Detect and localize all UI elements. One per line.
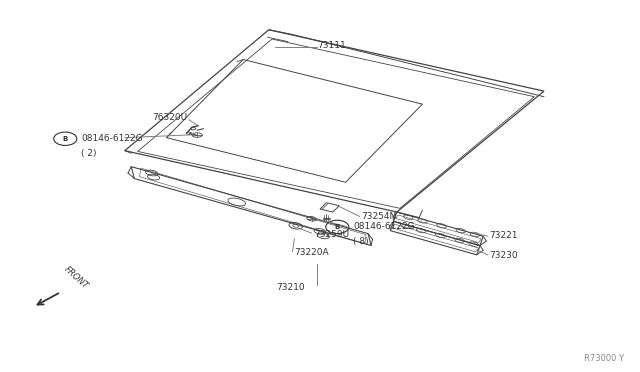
Text: 73210: 73210: [276, 283, 305, 292]
Text: 08146-6122G: 08146-6122G: [353, 222, 415, 231]
Text: 73221: 73221: [490, 231, 518, 240]
Text: 76320U: 76320U: [152, 113, 188, 122]
Text: B: B: [335, 224, 340, 230]
Text: R73000 Y: R73000 Y: [584, 354, 624, 363]
Text: 73259U: 73259U: [314, 230, 349, 239]
Text: 73230: 73230: [490, 251, 518, 260]
Text: 08146-6122G: 08146-6122G: [81, 134, 143, 143]
Text: FRONT: FRONT: [63, 265, 90, 291]
Text: ( 2): ( 2): [81, 149, 97, 158]
Text: 73254N: 73254N: [362, 212, 397, 221]
Text: 73111: 73111: [317, 41, 346, 50]
Text: ( 8): ( 8): [353, 237, 369, 246]
Text: 73220A: 73220A: [294, 248, 329, 257]
Text: B: B: [63, 136, 68, 142]
